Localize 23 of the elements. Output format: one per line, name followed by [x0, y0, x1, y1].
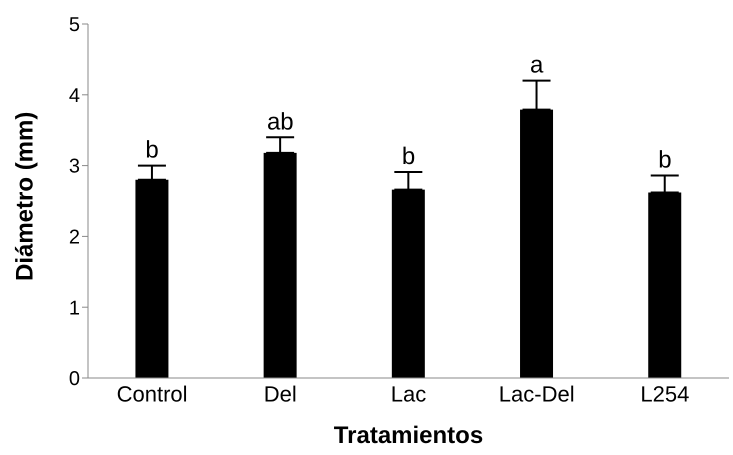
y-axis-title: Diámetro (mm)	[12, 112, 39, 281]
bar	[264, 152, 297, 378]
y-tick-label: 5	[68, 14, 80, 36]
annotation: b	[658, 146, 672, 174]
bar	[520, 110, 554, 378]
y-tick-label: 4	[68, 84, 80, 107]
x-tick-label: Control	[116, 382, 188, 407]
x-tick-label: Del	[264, 382, 297, 407]
bar	[648, 192, 682, 378]
y-tick-label: 1	[68, 297, 80, 320]
y-tick-label: 2	[68, 226, 80, 248]
x-tick-label: L254	[640, 382, 690, 407]
annotation: b	[402, 142, 416, 170]
bar	[392, 190, 425, 378]
bar	[135, 180, 168, 378]
annotation: b	[145, 136, 159, 164]
x-tick-label: Lac	[390, 382, 426, 407]
x-tick-label: Lac-Del	[498, 382, 575, 407]
annotation: a	[530, 52, 544, 79]
y-tick-label: 0	[68, 368, 80, 390]
annotation: ab	[266, 108, 294, 136]
y-tick-label: 3	[68, 156, 80, 178]
x-axis-title: Tratamientos	[334, 422, 484, 450]
